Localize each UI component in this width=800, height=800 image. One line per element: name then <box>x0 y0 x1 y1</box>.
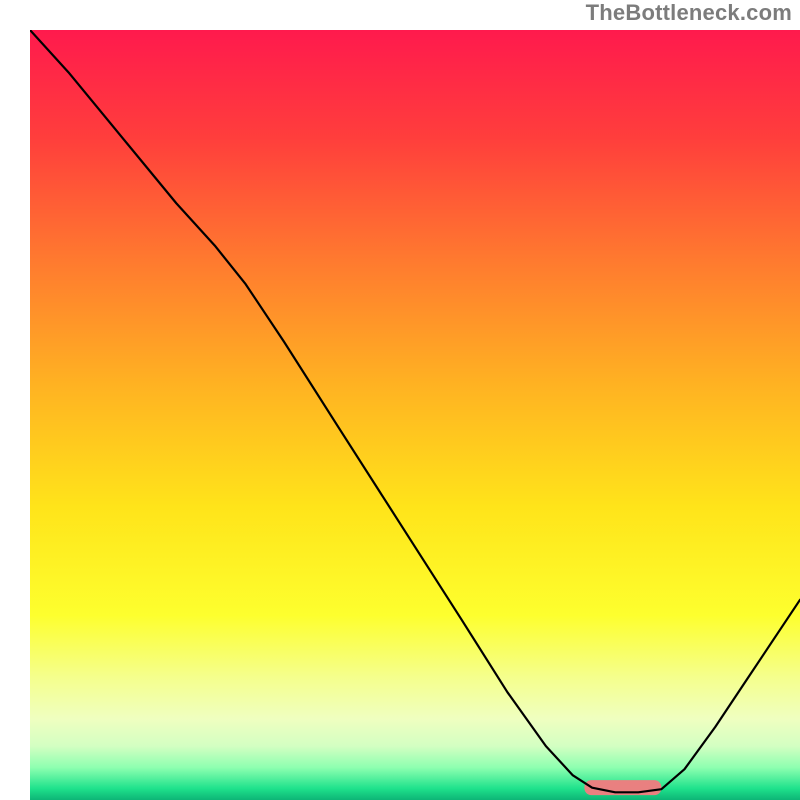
chart-frame: TheBottleneck.com <box>0 0 800 800</box>
gradient-background <box>30 30 800 800</box>
plot-svg <box>30 30 800 800</box>
plot-area <box>30 30 800 800</box>
watermark-text: TheBottleneck.com <box>586 0 792 26</box>
